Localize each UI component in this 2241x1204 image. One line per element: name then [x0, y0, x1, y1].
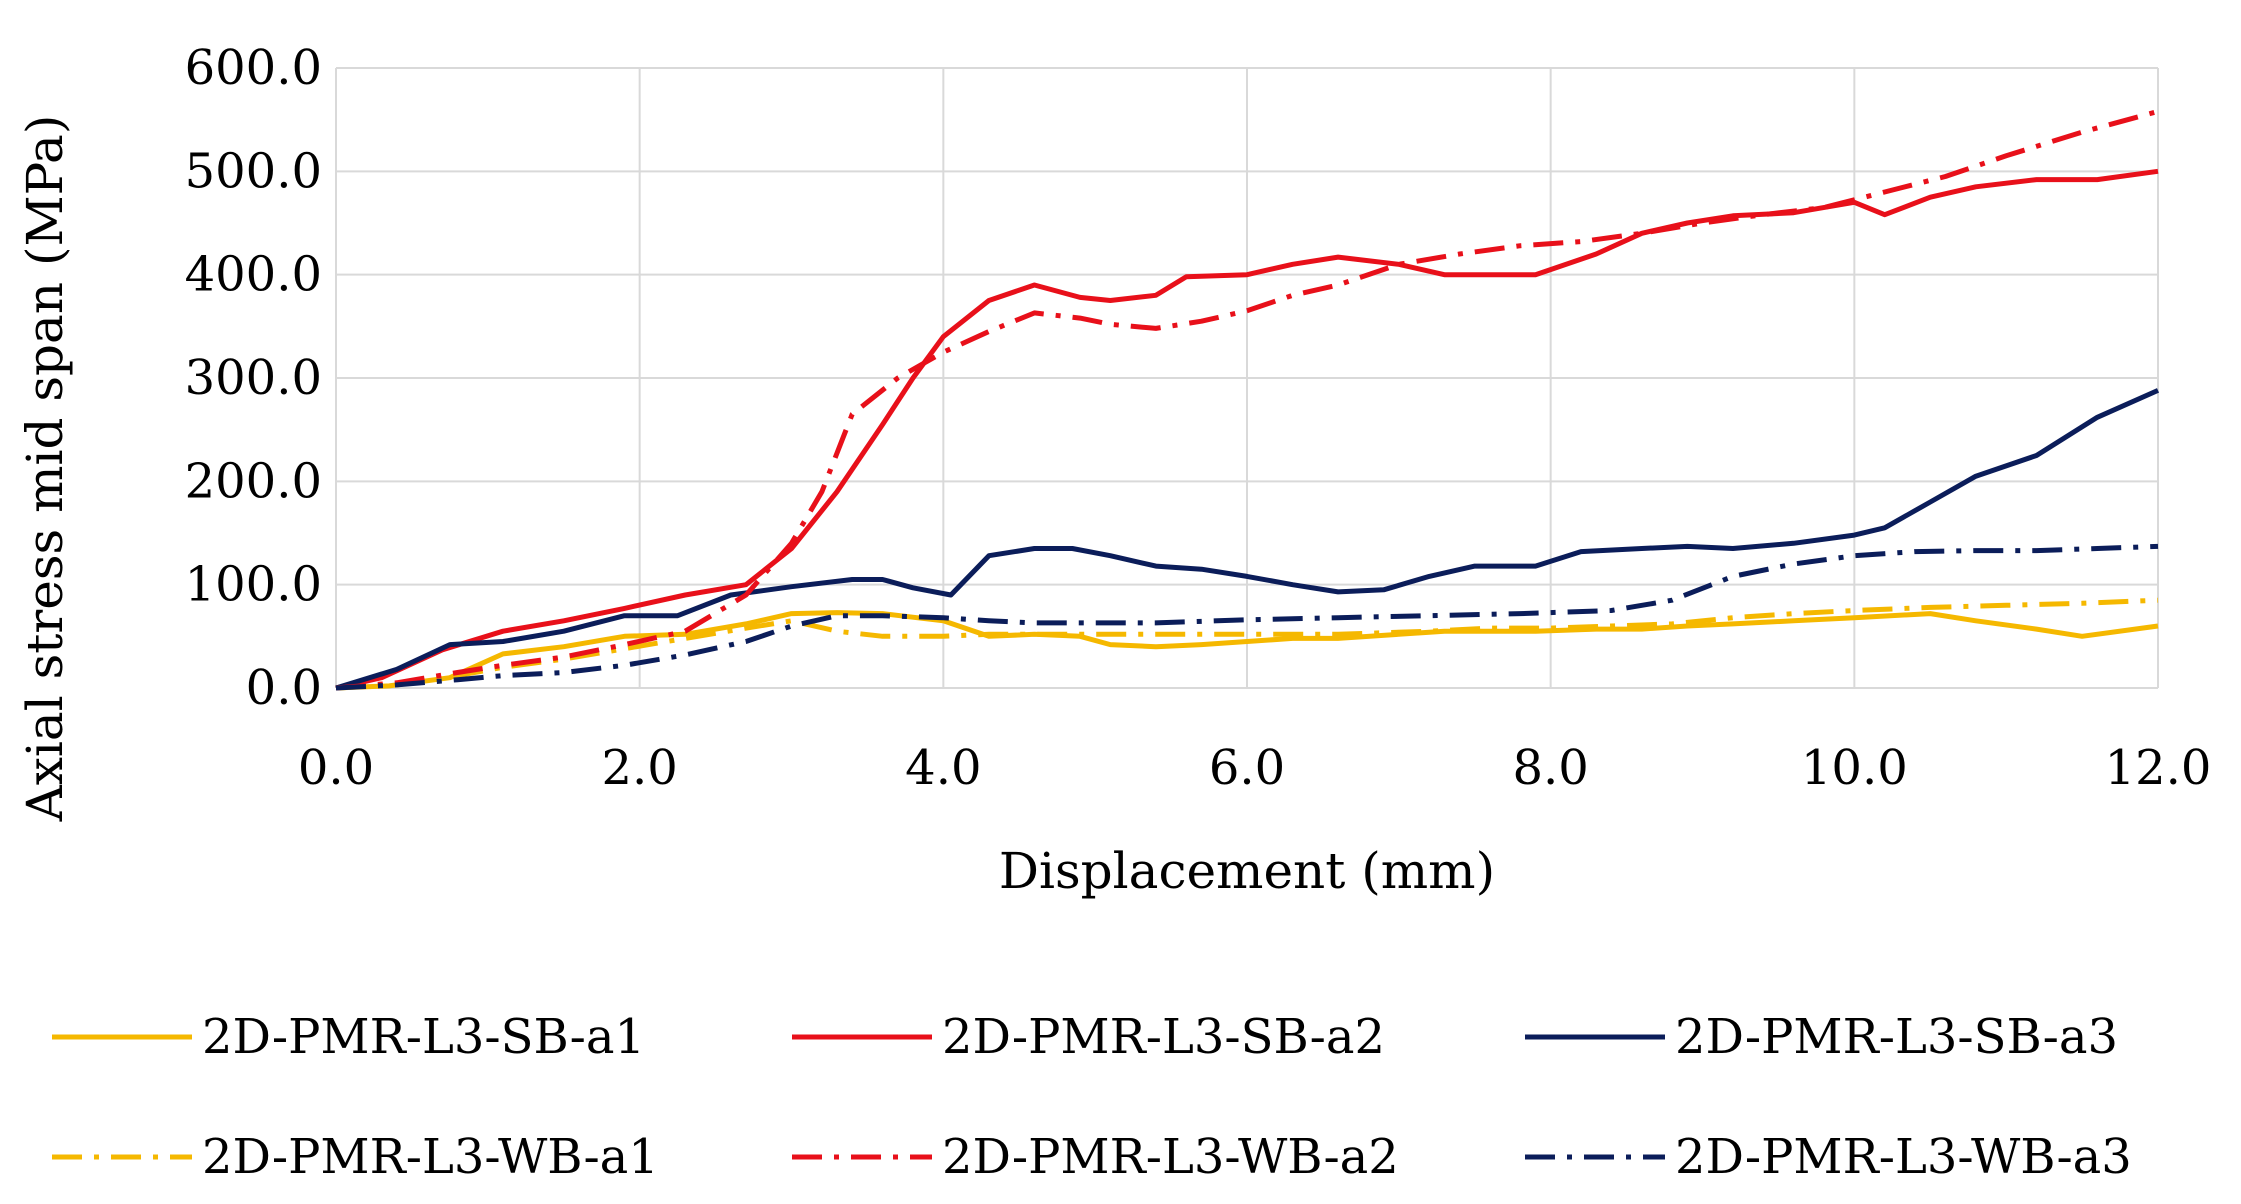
legend-label: 2D-PMR-L3-WB-a2	[942, 1129, 1399, 1185]
legend-item: 2D-PMR-L3-WB-a2	[792, 1129, 1399, 1185]
legend-item: 2D-PMR-L3-WB-a3	[1525, 1129, 2132, 1185]
legend-label: 2D-PMR-L3-WB-a1	[202, 1129, 659, 1185]
x-tick-label: 10.0	[1801, 740, 1908, 796]
y-tick-label: 200.0	[185, 453, 322, 509]
x-tick-label: 8.0	[1512, 740, 1588, 796]
series-line-2d-pmr-l3-wb-a1	[335, 597, 2159, 691]
y-tick-label: 300.0	[185, 350, 322, 406]
legend-item: 2D-PMR-L3-SB-a3	[1525, 1009, 2118, 1065]
legend-label: 2D-PMR-L3-SB-a1	[202, 1009, 645, 1065]
legend-label: 2D-PMR-L3-SB-a3	[1675, 1009, 2118, 1065]
x-axis-title: Displacement (mm)	[999, 842, 1495, 900]
y-tick-label: 100.0	[185, 557, 322, 613]
y-tick-label: 500.0	[185, 143, 322, 199]
grid-lines	[335, 67, 2159, 688]
x-tick-label: 4.0	[905, 740, 981, 796]
x-tick-label: 0.0	[298, 740, 374, 796]
series-line-2d-pmr-l3-wb-a3	[335, 543, 2159, 691]
series-line-2d-pmr-l3-sb-a1	[335, 610, 2159, 691]
y-tick-label: 600.0	[185, 40, 322, 96]
x-tick-label: 2.0	[601, 740, 677, 796]
series-line-2d-pmr-l3-wb-a2	[335, 108, 2159, 691]
legend-item: 2D-PMR-L3-SB-a1	[52, 1009, 645, 1065]
legend-label: 2D-PMR-L3-SB-a2	[942, 1009, 1385, 1065]
y-tick-label: 0.0	[246, 660, 322, 716]
y-tick-label: 400.0	[185, 247, 322, 303]
x-tick-label: 12.0	[2105, 740, 2212, 796]
legend-item: 2D-PMR-L3-WB-a1	[52, 1129, 659, 1185]
legend-item: 2D-PMR-L3-SB-a2	[792, 1009, 1385, 1065]
y-tick-labels: 0.0 100.0 200.0 300.0 400.0 500.0 600.0	[185, 40, 322, 716]
legend-label: 2D-PMR-L3-WB-a3	[1675, 1129, 2132, 1185]
series-line-2d-pmr-l3-sb-a3	[335, 388, 2160, 691]
y-axis-title: Axial stress mid span (MPa)	[16, 115, 74, 823]
x-tick-labels: 0.0 2.0 4.0 6.0 8.0 10.0 12.0	[298, 740, 2212, 796]
series-lines	[335, 108, 2160, 691]
x-tick-label: 6.0	[1209, 740, 1285, 796]
legend: 2D-PMR-L3-SB-a1 2D-PMR-L3-SB-a2 2D-PMR-L3-…	[52, 1009, 2132, 1185]
